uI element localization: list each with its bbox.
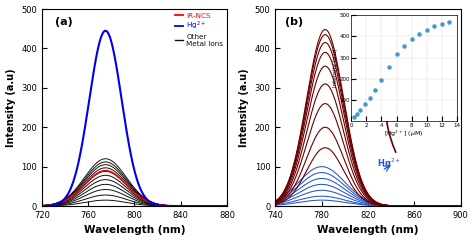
X-axis label: Wavelength (nm): Wavelength (nm) — [317, 225, 419, 235]
Y-axis label: Intensity (a.u): Intensity (a.u) — [6, 68, 16, 147]
X-axis label: Wavelength (nm): Wavelength (nm) — [84, 225, 185, 235]
Text: (a): (a) — [55, 17, 73, 27]
Text: (b): (b) — [285, 17, 303, 27]
Text: Hg$^{2+}$: Hg$^{2+}$ — [377, 157, 401, 171]
Legend: IR-NCS, Hg$^{2+}$, Other
Metal Ions: IR-NCS, Hg$^{2+}$, Other Metal Ions — [175, 13, 223, 47]
Y-axis label: Intensity (a.u): Intensity (a.u) — [239, 68, 249, 147]
